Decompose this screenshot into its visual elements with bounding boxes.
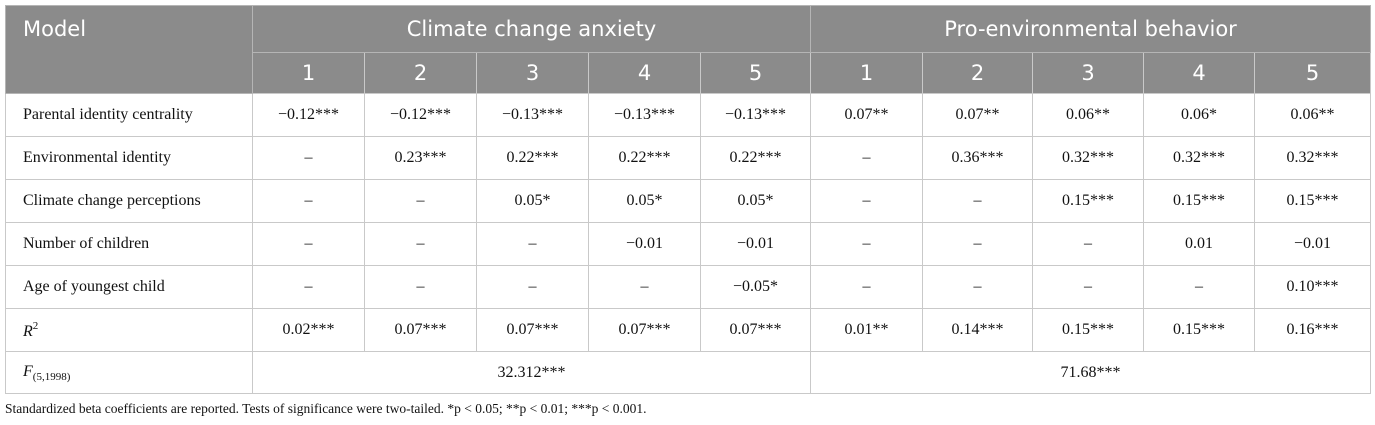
model-number-header: 4 bbox=[588, 52, 701, 94]
row-label: Climate change perceptions bbox=[5, 179, 253, 223]
row-label: Environmental identity bbox=[5, 136, 253, 180]
table-cell: – bbox=[588, 265, 701, 309]
model-number-header: 4 bbox=[1143, 52, 1255, 94]
table-row: Number of children – – – −0.01 −0.01– – –0.01 −0… bbox=[5, 222, 1372, 266]
table-cell: −0.01 bbox=[1253, 222, 1372, 266]
table-cell: 0.14*** bbox=[922, 308, 1033, 352]
table-cell: −0.12*** bbox=[364, 93, 477, 137]
table-cell: 0.07*** bbox=[364, 308, 477, 352]
table-cell: 0.22*** bbox=[700, 136, 811, 180]
table-cell: 0.32*** bbox=[1253, 136, 1372, 180]
table-cell: 0.06* bbox=[1143, 93, 1255, 137]
f-value-pro-environmental: 71.68*** bbox=[809, 351, 1372, 394]
table-cell: – bbox=[252, 265, 365, 309]
regression-table: Model Climate change anxiety Pro-environ… bbox=[5, 5, 1372, 394]
table-cell: −0.01 bbox=[700, 222, 811, 266]
table-cell: 0.06** bbox=[1032, 93, 1144, 137]
table-cell: – bbox=[364, 179, 477, 223]
table-footnote: Standardized beta coefficients are repor… bbox=[5, 401, 647, 416]
table-cell: – bbox=[252, 136, 365, 180]
model-number-header: 3 bbox=[476, 52, 589, 94]
table-row: Environmental identity –0.23*** 0.22*** 0.2… bbox=[5, 136, 1372, 180]
table-cell: – bbox=[810, 179, 923, 223]
table-cell: 0.05* bbox=[588, 179, 701, 223]
table-cell: 0.22*** bbox=[476, 136, 589, 180]
table-row: Climate change perceptions – –0.05* 0.05* 0.… bbox=[5, 179, 1372, 223]
table-cell: – bbox=[810, 136, 923, 180]
table-cell: 0.02*** bbox=[252, 308, 365, 352]
table-cell: 0.05* bbox=[700, 179, 811, 223]
table-cell: −0.13*** bbox=[588, 93, 701, 137]
model-number-header: 5 bbox=[1253, 52, 1372, 94]
table-cell: 0.15*** bbox=[1032, 308, 1144, 352]
row-label: Parental identity centrality bbox=[5, 93, 253, 137]
table-cell: – bbox=[810, 222, 923, 266]
table-cell: 0.22*** bbox=[588, 136, 701, 180]
table-body: Parental identity centrality −0.12*** −0.1… bbox=[5, 93, 1372, 394]
table-cell: 0.36*** bbox=[922, 136, 1033, 180]
table-cell: −0.13*** bbox=[700, 93, 811, 137]
table-cell: 0.32*** bbox=[1143, 136, 1255, 180]
table-cell: – bbox=[1032, 222, 1144, 266]
table-cell: 0.10*** bbox=[1253, 265, 1372, 309]
table-cell: −0.05* bbox=[700, 265, 811, 309]
table-cell: 0.01** bbox=[810, 308, 923, 352]
group-header-climate-anxiety: Climate change anxiety bbox=[252, 5, 811, 53]
f-symbol: F bbox=[23, 362, 33, 380]
table-cell: −0.12*** bbox=[252, 93, 365, 137]
table-row: Parental identity centrality −0.12*** −0.1… bbox=[5, 93, 1372, 137]
f-value-climate-anxiety: 32.312*** bbox=[252, 351, 811, 394]
table-cell: – bbox=[922, 179, 1033, 223]
model-number-header: 1 bbox=[252, 52, 365, 94]
r-squared-exponent: 2 bbox=[32, 319, 39, 332]
f-statistic-row: F(5,1998) 32.312*** 71.68*** bbox=[5, 351, 1372, 394]
model-number-header: 1 bbox=[810, 52, 923, 94]
table-cell: 0.15*** bbox=[1253, 179, 1372, 223]
table-row: Age of youngest child – – – – −0.05* – – – –0.10*… bbox=[5, 265, 1372, 309]
table-cell: 0.07*** bbox=[700, 308, 811, 352]
table-cell: 0.32*** bbox=[1032, 136, 1144, 180]
table-cell: – bbox=[252, 179, 365, 223]
r-squared-label: R2 bbox=[5, 308, 253, 352]
r-squared-row: R2 0.02*** 0.07*** 0.07*** 0.07*** 0.07*** 0.0… bbox=[5, 308, 1372, 352]
table-cell: 0.16*** bbox=[1253, 308, 1372, 352]
table-cell: – bbox=[252, 222, 365, 266]
f-degrees-of-freedom: (5,1998) bbox=[32, 370, 71, 383]
r-squared-symbol: R bbox=[23, 322, 33, 340]
table-cell: – bbox=[364, 265, 477, 309]
table-cell: 0.15*** bbox=[1032, 179, 1144, 223]
f-statistic-label: F(5,1998) bbox=[5, 351, 253, 394]
table-cell: – bbox=[476, 265, 589, 309]
table-cell: 0.23*** bbox=[364, 136, 477, 180]
table-cell: 0.07** bbox=[810, 93, 923, 137]
row-label: Number of children bbox=[5, 222, 253, 266]
model-column-header: Model bbox=[5, 5, 253, 94]
table-cell: – bbox=[810, 265, 923, 309]
table-cell: 0.07** bbox=[922, 93, 1033, 137]
model-number-header: 2 bbox=[364, 52, 477, 94]
table-cell: – bbox=[922, 222, 1033, 266]
table-cell: – bbox=[922, 265, 1033, 309]
table-cell: 0.05* bbox=[476, 179, 589, 223]
model-number-header: 2 bbox=[922, 52, 1033, 94]
table-cell: 0.15*** bbox=[1143, 308, 1255, 352]
group-header-pro-environmental: Pro-environmental behavior bbox=[809, 5, 1372, 53]
table-cell: 0.15*** bbox=[1143, 179, 1255, 223]
table-cell: – bbox=[1032, 265, 1144, 309]
table-cell: 0.07*** bbox=[588, 308, 701, 352]
table-cell: 0.01 bbox=[1143, 222, 1255, 266]
table-cell: – bbox=[476, 222, 589, 266]
model-number-header: 5 bbox=[700, 52, 811, 94]
table-cell: −0.13*** bbox=[476, 93, 589, 137]
table-cell: 0.06** bbox=[1253, 93, 1372, 137]
table-cell: 0.07*** bbox=[476, 308, 589, 352]
table-cell: – bbox=[1143, 265, 1255, 309]
table-cell: – bbox=[364, 222, 477, 266]
table-cell: −0.01 bbox=[588, 222, 701, 266]
row-label: Age of youngest child bbox=[5, 265, 253, 309]
model-number-header: 3 bbox=[1032, 52, 1144, 94]
